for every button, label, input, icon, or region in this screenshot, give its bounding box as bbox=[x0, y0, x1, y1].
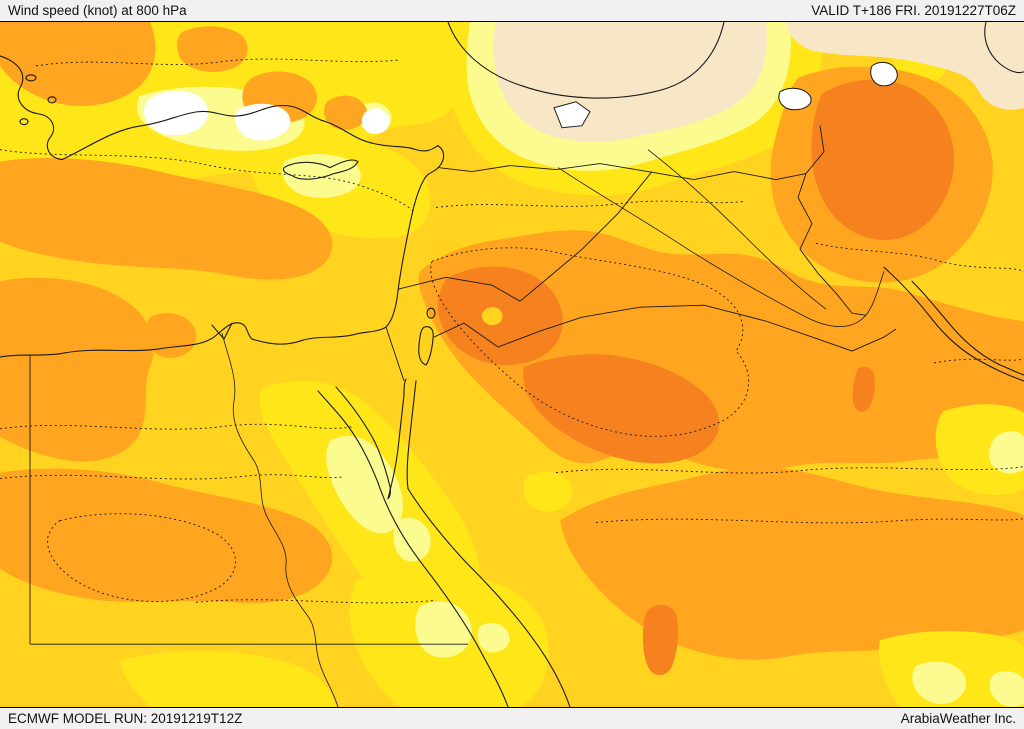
wind-speed-map bbox=[0, 22, 1024, 707]
isotach-dotted-1 bbox=[0, 149, 415, 212]
coastline-sinai-west bbox=[335, 386, 391, 500]
wind-band-orange-saudi-south bbox=[560, 466, 1024, 660]
wind-band-orange-egypt-blob bbox=[145, 313, 197, 358]
wind-core-east-sliver bbox=[852, 366, 875, 412]
wind-core-central-saudi bbox=[642, 604, 679, 676]
map-title: Wind speed (knot) at 800 hPa bbox=[8, 3, 187, 18]
nile-delta-branch-2 bbox=[211, 324, 225, 340]
wind-band-orange-turkey-patch-3 bbox=[324, 95, 368, 130]
wind-band-pale-sinai bbox=[326, 435, 403, 534]
isotach-dotted-9 bbox=[195, 599, 437, 604]
isotach-dotted-loop-egypt bbox=[47, 513, 236, 602]
wind-band-orange-top-left bbox=[0, 22, 156, 107]
dead-sea-outline bbox=[418, 326, 434, 366]
wind-band-yellow-sinai-south-spot bbox=[523, 471, 573, 512]
lake-van-outline bbox=[778, 87, 812, 111]
coastline-black-sea bbox=[447, 22, 725, 99]
wind-bands-orange bbox=[0, 22, 1024, 660]
map-area bbox=[0, 21, 1024, 708]
coastline-gulf-of-aqaba-east bbox=[406, 380, 417, 490]
wind-band-orange-turkey-patch-1 bbox=[177, 26, 248, 72]
lakes bbox=[553, 61, 898, 129]
coastlines bbox=[0, 22, 1024, 707]
coastline-red-sea-east bbox=[407, 488, 571, 707]
model-run-label: ECMWF MODEL RUN: 20191219T12Z bbox=[8, 711, 243, 726]
lake-tuz-outline bbox=[553, 101, 591, 129]
valid-time-label: VALID T+186 FRI. 20191227T06Z bbox=[811, 3, 1016, 18]
sea-of-galilee-outline bbox=[426, 307, 436, 319]
wind-band-orange-north-egypt bbox=[0, 157, 333, 280]
aegean-island-2 bbox=[47, 96, 57, 104]
coastline-red-sea-west bbox=[377, 482, 509, 707]
wind-band-pale-bottom-right-1 bbox=[912, 661, 967, 705]
wind-band-yellow-gulf bbox=[935, 404, 1024, 496]
wind-band-cream-top-right bbox=[786, 22, 1024, 110]
country-borders bbox=[29, 125, 897, 645]
wind-bands-white bbox=[143, 90, 390, 141]
attribution-label: ArabiaWeather Inc. bbox=[900, 711, 1016, 726]
wind-band-pale-bottom-right-2 bbox=[989, 671, 1024, 707]
wind-band-orange-west-egypt bbox=[0, 277, 154, 462]
border-egypt-israel bbox=[385, 326, 405, 382]
header-bar: Wind speed (knot) at 800 hPa VALID T+186… bbox=[0, 0, 1024, 21]
isotach-dotted-7 bbox=[815, 242, 1024, 272]
footer-bar: ECMWF MODEL RUN: 20191219T12Z ArabiaWeat… bbox=[0, 708, 1024, 729]
coastline-sinai-east bbox=[387, 378, 407, 500]
lake-urmia-outline bbox=[870, 61, 898, 87]
coastline-aegean bbox=[0, 55, 63, 161]
wind-band-orange-bottom-left bbox=[0, 468, 333, 604]
isotach-dotted-10 bbox=[933, 358, 1024, 364]
coastline-gulf-of-suez-west bbox=[317, 390, 379, 484]
wind-eye-jordan-core bbox=[481, 307, 503, 326]
isotach-dotted-2 bbox=[0, 423, 353, 430]
border-iraq-iran bbox=[797, 173, 867, 316]
border-syria-iraq bbox=[519, 171, 653, 302]
wind-band-pale-cyprus bbox=[282, 154, 361, 198]
nile-river bbox=[221, 332, 339, 707]
coastline-cyprus bbox=[282, 159, 359, 180]
wind-minimum-west-turkey-1 bbox=[143, 90, 209, 136]
wind-band-pale-nile-south bbox=[415, 601, 472, 658]
aegean-island-3 bbox=[19, 118, 29, 126]
isotach-dotted-5 bbox=[595, 518, 1024, 524]
coastline-persian-gulf-south bbox=[911, 280, 1024, 376]
wind-band-pale-aqaba bbox=[393, 517, 431, 562]
border-jordan-saudi-iraq bbox=[433, 304, 897, 352]
nile-delta-branch-1 bbox=[223, 322, 233, 340]
isotach-dotted-contours bbox=[0, 58, 1024, 604]
wind-core-zagros bbox=[811, 79, 955, 241]
border-turkey-syria-iraq bbox=[437, 163, 807, 180]
euphrates-river bbox=[557, 167, 885, 327]
wind-bands-light-over-orange bbox=[481, 307, 1024, 707]
isotach-dotted-loop-center bbox=[430, 247, 750, 437]
border-syria-jordan bbox=[397, 276, 521, 302]
coastline-persian-gulf-north bbox=[883, 266, 1024, 382]
isotach-dotted-8 bbox=[435, 200, 745, 208]
aegean-island-1 bbox=[25, 74, 37, 82]
border-turkey-iran bbox=[805, 125, 825, 174]
coastline-caspian-corner bbox=[984, 22, 1024, 74]
wind-minimum-west-turkey-2 bbox=[235, 103, 291, 141]
wind-band-pale-gulf bbox=[989, 431, 1024, 474]
wind-band-pale-nile-south-2 bbox=[478, 622, 510, 653]
wind-minimum-turkey-small bbox=[362, 108, 390, 135]
wind-band-yellow-bottom-left bbox=[120, 651, 336, 707]
coastline-mediterranean-levant-egypt bbox=[0, 104, 445, 358]
tigris-river bbox=[647, 149, 827, 310]
